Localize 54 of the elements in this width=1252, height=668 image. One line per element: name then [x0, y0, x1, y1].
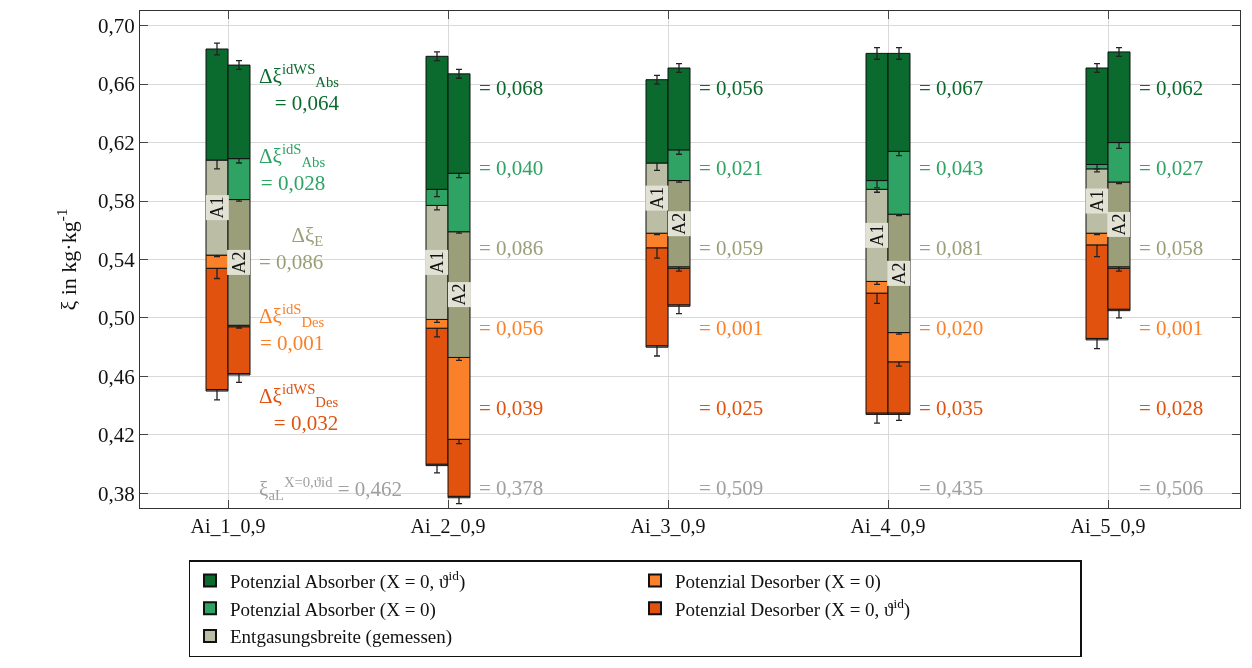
y-tick-label: 0,38: [98, 481, 135, 506]
annotation: A1: [207, 196, 228, 219]
legend-label: Potenzial Desorber (X = 0): [675, 570, 881, 593]
annotation: = 0,035: [919, 396, 984, 420]
y-tick-label: 0,62: [98, 130, 135, 155]
x-tick-label: Ai_2_0,9: [410, 515, 486, 537]
annotation: = 0,509: [699, 476, 764, 500]
annotation: = 0,039: [479, 396, 544, 420]
legend-label: Potenzial Absorber (X = 0): [230, 598, 436, 621]
x-tick-label: Ai_3_0,9: [630, 515, 706, 537]
annotation: = 0,001: [1139, 316, 1204, 340]
annotation: A1: [1086, 190, 1107, 213]
annotation: = 0,021: [699, 156, 764, 180]
x-tick-label: Ai_4_0,9: [850, 515, 926, 537]
annotation: A1: [426, 251, 447, 274]
y-tick-label: 0,66: [98, 72, 135, 97]
annotation: = 0,378: [479, 476, 544, 500]
annotation: = 0,058: [1139, 236, 1204, 260]
y-tick-label: 0,46: [98, 364, 135, 389]
annotation: A2: [449, 283, 470, 306]
annotation: = 0,001: [699, 316, 764, 340]
legend-label: Entgasungsbreite (gemessen): [230, 626, 453, 649]
annotation: A2: [1108, 213, 1129, 236]
annotation: = 0,435: [919, 476, 984, 500]
annotation: A1: [866, 224, 887, 247]
annotation: = 0,059: [699, 236, 764, 260]
annotation: Δξ$_{E}$ = 0,086: [259, 223, 324, 275]
y-tick-label: 0,42: [98, 423, 135, 448]
annotation: = 0,056: [479, 316, 544, 340]
legend-label: Potenzial Desorber (X = 0, ϑ$^{id}$): [675, 595, 911, 621]
annotation: = 0,025: [699, 396, 764, 420]
annotation: = 0,062: [1139, 76, 1204, 100]
annotation: = 0,028: [1139, 396, 1204, 420]
annotation: = 0,040: [479, 156, 544, 180]
y-tick-label: 0,58: [98, 189, 135, 214]
annotation: = 0,020: [919, 316, 984, 340]
annotation: A2: [669, 212, 690, 235]
y-tick-label: 0,50: [98, 306, 135, 331]
annotation: = 0,081: [919, 236, 984, 260]
annotation: = 0,068: [479, 76, 544, 100]
annotation: = 0,067: [919, 76, 984, 100]
y-tick-label: 0,70: [98, 13, 135, 38]
annotation: A2: [888, 262, 909, 285]
annotation: = 0,056: [699, 76, 764, 100]
annotation: A2: [228, 251, 249, 274]
annotation: = 0,027: [1139, 156, 1204, 180]
y-tick-label: 0,54: [98, 247, 136, 272]
annotation: = 0,506: [1139, 476, 1204, 500]
annotation: A1: [646, 187, 667, 210]
annotation: = 0,086: [479, 236, 544, 260]
legend-label: Potenzial Absorber (X = 0, ϑ$^{id}$): [230, 567, 466, 593]
x-tick-label: Ai_5_0,9: [1070, 515, 1146, 537]
annotation: = 0,043: [919, 156, 984, 180]
x-tick-label: Ai_1_0,9: [190, 515, 266, 537]
